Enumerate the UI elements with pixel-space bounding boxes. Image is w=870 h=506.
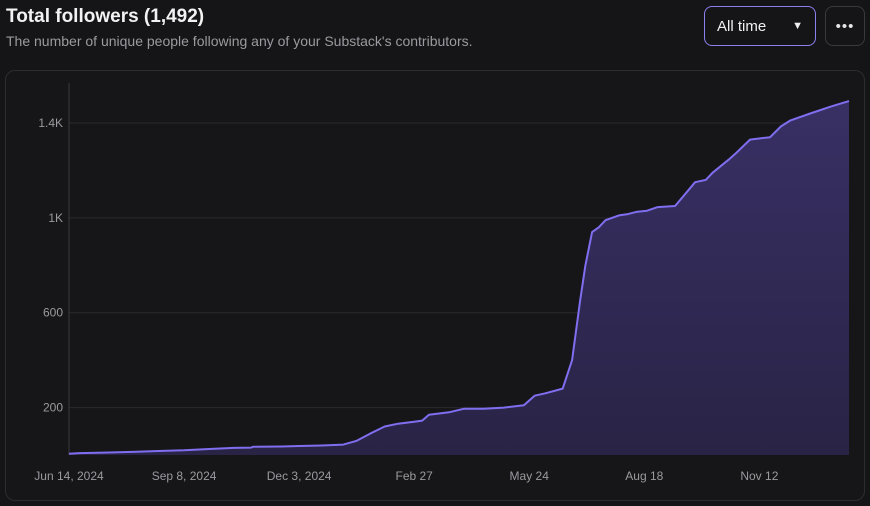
y-tick-label: 600 [43,306,63,320]
time-range-dropdown[interactable]: All time ▼ [704,6,816,46]
more-options-button[interactable]: ••• [825,6,865,46]
caret-down-icon: ▼ [792,20,803,32]
followers-area-chart: 200 600 1K 1.4K Jun 14, 2024 Sep 8, 2024 Dec 3… [34,83,850,483]
y-tick-label: 1.4K [38,116,63,130]
x-tick-label: Jun 14, 2024 [34,469,104,483]
chart-card: 200 600 1K 1.4K Jun 14, 2024 Sep 8, 2024 Dec 3… [5,70,865,501]
x-tick-label: Feb 27 [396,469,434,483]
x-tick-label: May 24 [510,469,550,483]
series-line [68,100,850,455]
series-area [69,101,849,455]
page-subtitle: The number of unique people following an… [6,33,473,49]
more-horizontal-icon: ••• [835,17,855,35]
page-title: Total followers (1,492) [6,6,205,27]
x-tick-label: Nov 12 [740,469,778,483]
y-tick-label: 1K [48,211,63,225]
x-tick-label: Sep 8, 2024 [152,469,217,483]
y-tick-label: 200 [43,401,63,415]
time-range-label: All time [717,17,767,35]
x-tick-label: Dec 3, 2024 [267,469,332,483]
x-tick-label: Aug 18 [625,469,663,483]
